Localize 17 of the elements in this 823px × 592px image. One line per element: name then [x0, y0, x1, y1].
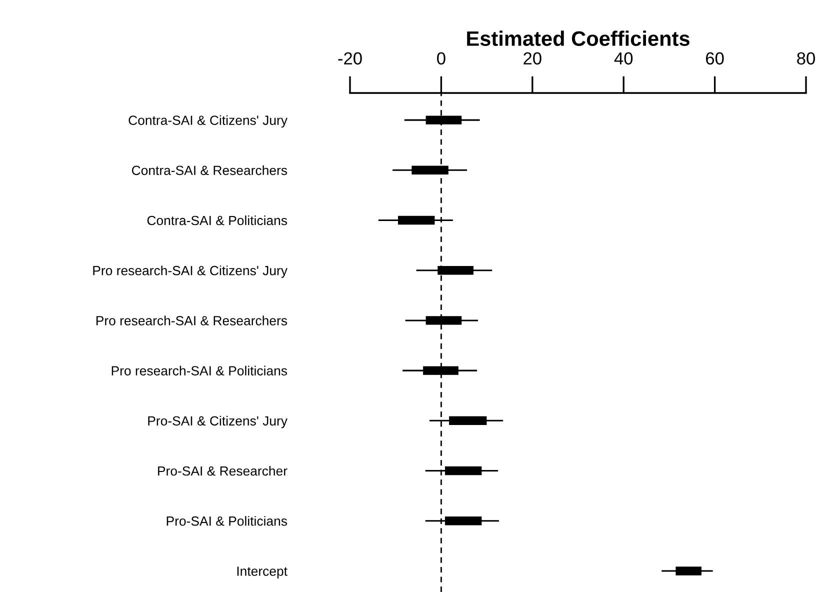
chart-title: Estimated Coefficients [467, 30, 690, 46]
x-tick-label: -20 [338, 52, 362, 65]
y-tick-label: Contra-SAI & Politicians [147, 215, 288, 226]
x-tick-label: 60 [706, 52, 724, 65]
y-tick-label: Pro research-SAI & Politicians [112, 366, 288, 376]
x-tick-label: 40 [614, 52, 633, 65]
y-tick-label: Contra-SAI & Citizens' Jury [128, 115, 288, 128]
y-tick-label: Pro research-SAI & Citizens' Jury [93, 266, 288, 278]
y-tick-label: Contra-SAI & Researchers [132, 165, 288, 176]
x-tick-label: 20 [524, 52, 542, 65]
y-tick-label: Intercept [237, 566, 288, 578]
y-tick-label: Pro research-SAI & Researchers [96, 316, 288, 326]
y-tick-label: Pro-SAI & Citizens' Jury [148, 416, 288, 428]
x-tick-label: 80 [797, 52, 815, 65]
y-tick-label: Pro-SAI & Researcher [158, 466, 288, 476]
y-tick-label: Pro-SAI & Politicians [166, 516, 288, 526]
x-tick-label: 0 [437, 52, 446, 65]
